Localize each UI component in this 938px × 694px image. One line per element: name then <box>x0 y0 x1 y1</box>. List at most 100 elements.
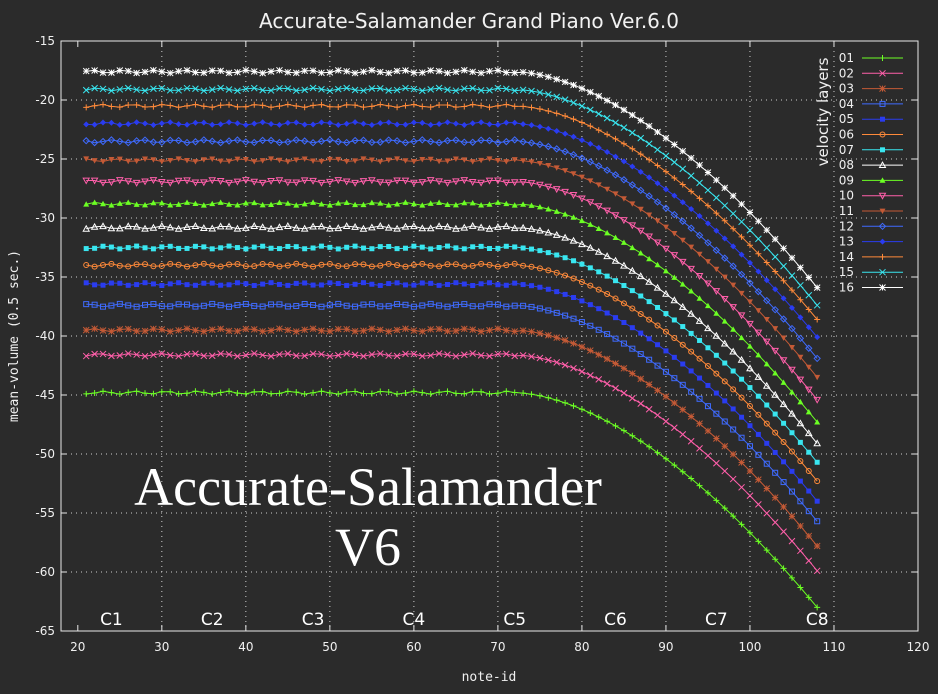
point-marker <box>410 159 417 165</box>
point-marker <box>251 244 257 250</box>
point-marker <box>586 199 595 207</box>
point-marker <box>141 136 149 144</box>
point-marker <box>485 224 494 232</box>
legend-marker-04 <box>879 100 886 107</box>
point-marker <box>318 327 325 335</box>
point-marker <box>310 389 317 396</box>
point-marker <box>629 201 636 207</box>
point-marker <box>636 272 645 280</box>
point-marker <box>100 388 107 395</box>
point-marker <box>461 103 468 110</box>
point-marker <box>486 86 493 94</box>
point-marker <box>275 177 284 185</box>
point-marker <box>460 85 468 93</box>
point-marker <box>545 286 551 292</box>
legend-label-16: 16 <box>839 281 854 295</box>
point-marker <box>276 84 283 92</box>
point-marker <box>410 388 417 395</box>
point-marker <box>225 137 233 145</box>
point-marker <box>520 390 527 397</box>
point-marker <box>117 246 123 252</box>
point-marker <box>192 262 199 269</box>
point-marker <box>721 318 728 324</box>
point-marker <box>376 350 384 357</box>
point-marker <box>696 195 703 202</box>
point-marker <box>612 153 619 160</box>
point-marker <box>276 121 283 128</box>
series-points-05 <box>83 280 820 504</box>
point-marker <box>208 67 216 75</box>
point-marker <box>485 177 494 185</box>
point-marker <box>292 87 300 94</box>
point-marker <box>427 262 434 269</box>
point-marker <box>813 567 821 575</box>
point-marker <box>276 301 283 308</box>
point-marker <box>284 222 292 229</box>
point-marker <box>284 101 291 108</box>
point-marker <box>100 262 107 269</box>
point-marker <box>116 104 123 111</box>
point-marker <box>343 325 351 333</box>
legend-label-15: 15 <box>839 265 854 279</box>
point-marker <box>419 103 426 110</box>
point-marker <box>688 348 695 355</box>
point-marker <box>242 103 249 110</box>
point-marker <box>477 179 485 187</box>
point-marker <box>494 121 501 128</box>
point-marker <box>687 265 695 273</box>
point-marker <box>108 157 115 163</box>
point-marker <box>158 120 165 127</box>
point-marker <box>536 204 543 210</box>
series-points-09 <box>83 199 821 425</box>
point-marker <box>637 351 644 358</box>
point-marker <box>519 327 527 334</box>
point-marker <box>537 284 543 290</box>
point-marker <box>512 244 518 250</box>
point-marker <box>645 381 653 388</box>
point-marker <box>133 261 140 268</box>
point-marker <box>335 300 342 307</box>
point-marker <box>435 67 443 75</box>
point-marker <box>234 261 241 268</box>
point-marker <box>754 372 763 380</box>
series-line-13 <box>86 121 818 338</box>
point-marker <box>730 282 737 289</box>
point-marker <box>200 260 207 267</box>
point-marker <box>452 261 459 268</box>
point-marker <box>351 351 359 359</box>
point-marker <box>234 245 240 251</box>
point-marker <box>284 388 291 395</box>
point-marker <box>326 327 334 335</box>
point-marker <box>469 68 477 76</box>
point-marker <box>695 273 704 280</box>
point-marker <box>199 179 208 187</box>
point-marker <box>444 119 451 126</box>
series-line-09 <box>86 201 818 423</box>
point-marker <box>83 246 89 252</box>
point-marker <box>704 186 712 194</box>
point-marker <box>510 179 519 187</box>
point-marker <box>276 263 283 270</box>
point-marker <box>360 352 367 360</box>
point-marker <box>545 125 552 132</box>
series-line-02 <box>86 352 818 572</box>
point-marker <box>217 67 224 75</box>
point-marker <box>679 217 687 225</box>
point-marker <box>268 104 275 111</box>
point-marker <box>720 339 729 347</box>
point-marker <box>132 179 141 187</box>
point-marker <box>208 224 217 232</box>
point-marker <box>125 282 131 288</box>
point-marker <box>386 281 392 287</box>
point-marker <box>91 84 98 92</box>
point-marker <box>502 85 510 93</box>
point-marker <box>225 86 233 93</box>
point-marker <box>469 262 476 269</box>
point-marker <box>107 136 116 144</box>
point-marker <box>746 299 753 305</box>
point-marker <box>461 246 467 252</box>
series-line-11 <box>86 158 818 378</box>
point-marker <box>780 438 787 445</box>
series-points-02 <box>82 350 821 575</box>
point-marker <box>317 137 326 145</box>
